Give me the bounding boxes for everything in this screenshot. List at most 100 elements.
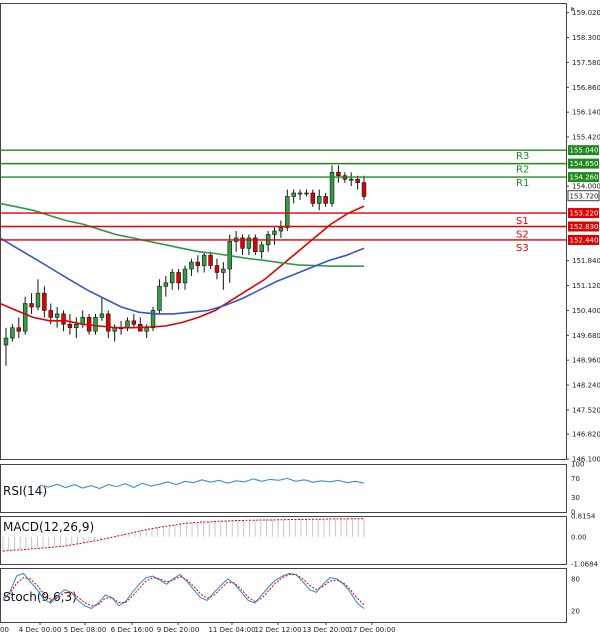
- candle-up: [157, 285, 162, 311]
- candle-down: [106, 313, 111, 332]
- level-label-s1: S1: [516, 216, 529, 227]
- candle-up: [259, 244, 264, 253]
- candle-up: [329, 171, 335, 204]
- level-tag-text: 154.260: [570, 174, 599, 182]
- level-label-r1: R1: [516, 178, 529, 189]
- candle-up: [291, 192, 296, 197]
- price-tick-label: 147.520: [572, 406, 600, 414]
- level-tag-s1: [568, 208, 599, 219]
- candle-down: [48, 310, 53, 318]
- candle-up: [169, 272, 175, 284]
- candle-down: [361, 182, 367, 197]
- candle-down: [253, 237, 258, 253]
- price-tick-label: 146.820: [572, 431, 600, 439]
- level-tag-r1: [568, 172, 599, 183]
- candle-down: [310, 192, 316, 204]
- candle-down: [176, 272, 181, 284]
- macd-signal-line: [2, 518, 364, 552]
- macd-tick-label: 0.8154: [571, 513, 596, 521]
- candle-up: [10, 327, 15, 339]
- price-tick-label: 149.680: [572, 332, 600, 340]
- candle-down: [67, 323, 73, 329]
- candle-up: [304, 192, 309, 195]
- candle-up: [150, 310, 156, 329]
- price-tick-label: 154.000: [572, 183, 600, 191]
- price-tick-label: 156.860: [572, 84, 600, 92]
- candle-down: [195, 261, 201, 266]
- stoch-label: Stoch(9,6,3): [3, 590, 77, 604]
- candle-down: [42, 292, 47, 311]
- moving-average-line: [0, 202, 364, 268]
- current-price-tag: [567, 190, 600, 202]
- rsi-panel: [0, 464, 567, 513]
- macd-tick-label: 0.00: [571, 533, 587, 541]
- candle-down: [16, 327, 22, 332]
- candle-up: [278, 227, 284, 232]
- macd-label: MACD(12,26,9): [3, 520, 94, 534]
- price-tick-label: 146.100: [572, 456, 600, 464]
- stoch-tick-label: 20: [571, 608, 580, 616]
- price-tick-label: 156.140: [572, 109, 600, 117]
- candle-up: [35, 292, 41, 308]
- candle-up: [22, 303, 28, 332]
- price-tick-label: 155.420: [572, 134, 600, 142]
- rsi-line: [39, 477, 365, 490]
- candle-up: [125, 320, 130, 329]
- rsi-tick-label: 70: [571, 475, 580, 483]
- level-label-s2: S2: [516, 230, 529, 241]
- level-label-r3: R3: [516, 151, 529, 162]
- moving-average-line: [0, 205, 365, 329]
- rsi-tick-label: 30: [571, 494, 580, 502]
- price-tick-label: 158.300: [572, 34, 600, 42]
- candle-down: [355, 178, 360, 183]
- level-tag-text: 154.650: [570, 160, 599, 168]
- current-price-label: 153.720: [570, 192, 599, 200]
- candle-up: [285, 196, 290, 228]
- candle-up: [221, 268, 226, 273]
- time-tick-label: 6 Dec 16:00: [111, 626, 154, 634]
- candle-down: [214, 265, 220, 273]
- candle-up: [182, 268, 188, 284]
- candle-up: [272, 230, 277, 235]
- level-label-s3: S3: [516, 243, 529, 254]
- candle-down: [240, 237, 245, 249]
- stoch-tick-label: 80: [571, 575, 580, 583]
- candle-up: [99, 313, 105, 318]
- time-tick-label: 5 Dec 08:00: [64, 626, 107, 634]
- price-tick-label: 148.240: [572, 382, 600, 390]
- candle-up: [201, 254, 207, 266]
- candle-up: [317, 196, 322, 204]
- candle-up: [54, 313, 60, 318]
- macd-tick-label: -1.0684: [571, 561, 599, 569]
- price-tick-label: 151.840: [572, 257, 600, 265]
- level-label-r2: R2: [516, 165, 529, 176]
- time-tick-label: 17 Dec 00:00: [348, 626, 395, 634]
- price-tick-label: 151.120: [572, 282, 600, 290]
- price-tick-label: 150.400: [572, 307, 600, 315]
- candle-down: [208, 254, 213, 266]
- time-tick-label: 13 Dec 20:00: [302, 626, 349, 634]
- rsi-label: RSI(14): [3, 484, 47, 498]
- level-tag-text: 152.440: [570, 236, 599, 244]
- time-tick-label: 9 Dec 20:00: [157, 626, 200, 634]
- price-tick-label: 159.020: [572, 9, 600, 17]
- scroll-arrow-icon[interactable]: ▸: [571, 4, 575, 13]
- candle-up: [246, 237, 252, 249]
- candle-down: [323, 196, 328, 204]
- candle-up: [74, 323, 79, 329]
- time-tick-label: 4 Dec 00:00: [19, 626, 62, 634]
- level-tag-s3: [568, 234, 599, 245]
- price-panel: [0, 3, 567, 460]
- time-tick-label: 12 Dec 12:00: [254, 626, 301, 634]
- moving-average-line: [0, 237, 365, 315]
- time-tick-label-partial: 00: [0, 626, 9, 634]
- level-tag-text: 152.830: [570, 223, 599, 231]
- level-tag-text: 153.220: [570, 210, 599, 218]
- candle-up: [93, 317, 98, 332]
- rsi-tick-label: 100: [571, 461, 584, 469]
- candle-down: [29, 303, 34, 308]
- price-tick-label: 148.960: [572, 357, 600, 365]
- level-tag-text: 155.040: [570, 147, 599, 155]
- candle-up: [189, 261, 194, 270]
